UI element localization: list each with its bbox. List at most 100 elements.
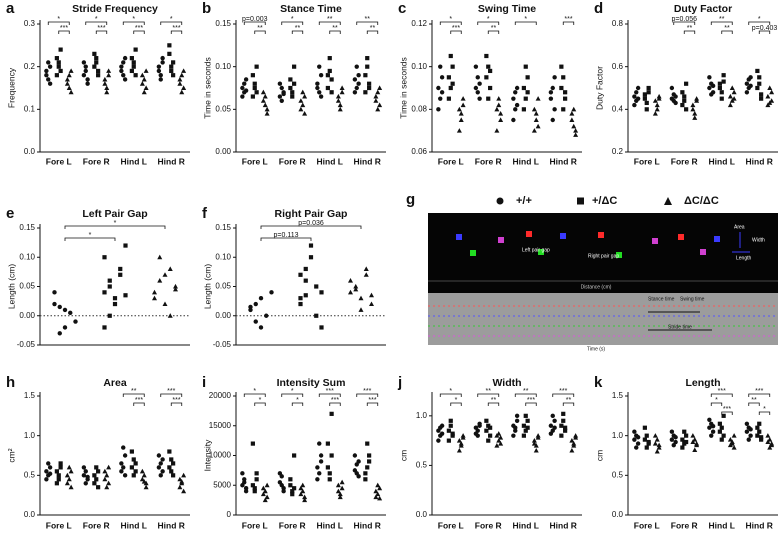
data-point	[106, 68, 112, 73]
significance-label: ***	[135, 397, 143, 404]
data-point	[139, 72, 145, 78]
data-point	[96, 469, 101, 474]
data-point	[375, 106, 381, 112]
data-point	[327, 471, 332, 476]
data-point	[106, 480, 112, 486]
paw-print	[456, 234, 462, 240]
significance-bracket	[758, 411, 771, 415]
significance-label: ***	[97, 25, 105, 32]
data-point	[548, 431, 554, 436]
data-point	[152, 295, 157, 301]
data-point	[156, 465, 162, 470]
data-point	[377, 102, 383, 108]
data-point	[571, 123, 577, 129]
data-point	[279, 483, 284, 488]
data-point	[337, 494, 343, 500]
data-point	[484, 418, 489, 423]
data-point	[47, 64, 53, 69]
data-point	[448, 85, 453, 91]
data-point	[81, 465, 87, 470]
y-tick-label: 20000	[209, 391, 232, 400]
significance-label: *	[95, 16, 98, 23]
data-point	[475, 433, 480, 438]
chart-title: Area	[103, 377, 127, 389]
y-tick-label: 0.0	[612, 510, 624, 519]
data-point	[709, 92, 714, 97]
significance-bracket	[439, 21, 462, 25]
data-point	[632, 429, 637, 434]
data-point	[707, 75, 712, 80]
x-tick-label: Hind R	[550, 520, 577, 530]
data-point	[94, 60, 99, 65]
data-point	[243, 88, 249, 93]
panel-letter: e	[6, 205, 14, 222]
data-point	[450, 431, 455, 436]
data-point	[746, 77, 751, 82]
data-point	[302, 111, 308, 116]
data-point	[559, 85, 564, 91]
data-point	[68, 68, 74, 73]
data-point	[141, 472, 147, 478]
significance-bracket	[450, 402, 462, 406]
y-tick-label: 0.10	[215, 252, 231, 261]
image-label: Swing time	[680, 296, 705, 302]
data-point	[177, 484, 183, 490]
significance-bracket	[58, 30, 70, 34]
significance-bracket	[487, 402, 500, 406]
panel-letter: i	[202, 374, 206, 391]
data-point	[133, 469, 138, 474]
y-axis-label: Time in seconds	[202, 57, 212, 119]
data-point	[171, 73, 176, 78]
significance-label: **	[257, 25, 263, 32]
data-point	[731, 444, 737, 450]
data-point	[167, 313, 173, 318]
data-point	[118, 272, 123, 277]
data-point	[755, 85, 760, 91]
data-point	[318, 459, 324, 464]
data-point	[552, 75, 557, 80]
data-point	[635, 441, 641, 446]
image-label: Area	[734, 224, 745, 230]
data-point	[47, 81, 53, 86]
significance-label: **	[131, 388, 137, 395]
y-tick-label: 0	[227, 510, 232, 519]
data-point	[439, 90, 445, 95]
data-point	[122, 77, 128, 82]
data-point	[525, 75, 530, 80]
data-point	[337, 102, 343, 108]
data-point	[269, 290, 274, 295]
data-point	[179, 89, 185, 95]
data-point	[513, 90, 518, 95]
data-point	[496, 96, 502, 101]
data-point	[264, 494, 270, 500]
data-point	[252, 81, 257, 86]
panel-letter: j	[397, 374, 402, 391]
data-point	[669, 437, 675, 442]
data-point	[121, 465, 126, 470]
data-point	[277, 94, 283, 99]
data-point	[769, 89, 775, 95]
data-point	[710, 429, 716, 434]
significance-label: ***	[363, 388, 371, 395]
data-point	[44, 68, 49, 74]
data-point	[81, 60, 87, 65]
data-point	[107, 284, 112, 289]
significance-label: **	[687, 25, 693, 32]
data-point	[523, 428, 528, 433]
y-tick-label: 0.6	[612, 62, 624, 71]
data-point	[139, 476, 145, 482]
data-point	[375, 491, 381, 497]
significance-bracket	[318, 21, 341, 25]
significance-label: *	[296, 397, 299, 404]
significance-label: **	[327, 16, 333, 23]
significance-label: *	[455, 397, 458, 404]
significance-bracket	[291, 30, 304, 34]
data-point	[252, 486, 257, 491]
data-point	[669, 85, 675, 91]
x-tick-label: Fore R	[279, 156, 306, 166]
data-point	[68, 468, 74, 474]
x-tick-label: Fore L	[46, 520, 72, 530]
significance-bracket	[748, 21, 771, 25]
data-point	[64, 472, 70, 478]
data-point	[498, 111, 504, 116]
